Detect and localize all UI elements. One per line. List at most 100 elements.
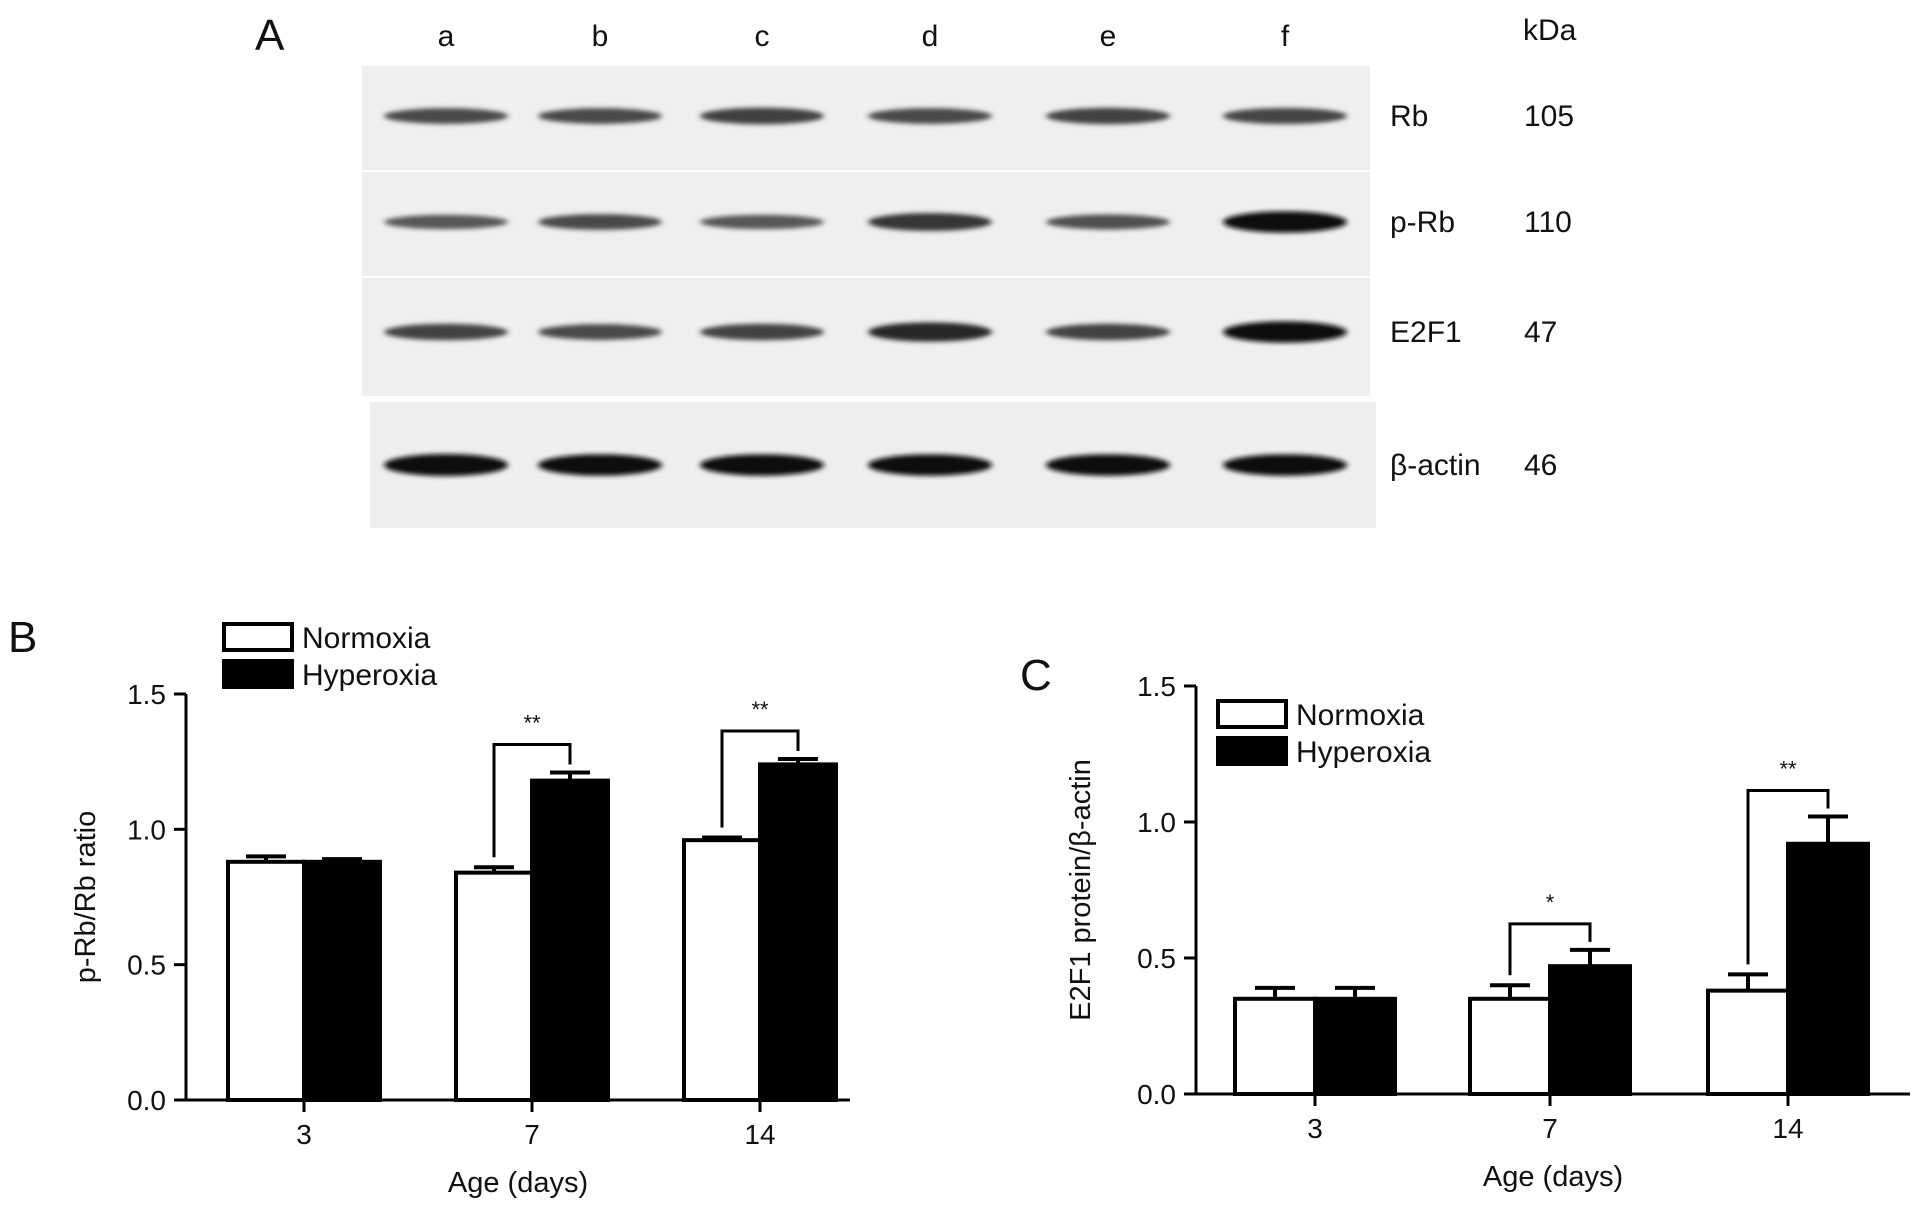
- blot-row-actin: β-actin 46: [370, 402, 1557, 528]
- band-e2f1-d: [868, 322, 992, 342]
- band-rb-d: [868, 108, 992, 124]
- x-tick-label: 7: [524, 1119, 540, 1150]
- x-axis-title: Age (days): [448, 1167, 588, 1199]
- band-actin-e: [1046, 454, 1170, 476]
- x-axis-title: Age (days): [1483, 1161, 1623, 1193]
- y-tick-label: 0.0: [127, 1085, 166, 1116]
- band-actin-c: [700, 454, 824, 476]
- band-p-rb-a: [384, 214, 508, 230]
- band-actin-d: [868, 454, 992, 476]
- significance-bracket: [1746, 789, 1830, 965]
- bar-normoxia-14: [682, 838, 762, 1102]
- blot-row-e2f1: E2F1 47: [362, 278, 1557, 396]
- kda-unit-label: kDa: [1523, 14, 1577, 47]
- protein-label-p-rb: p-Rb: [1390, 206, 1455, 239]
- kda-value-p-rb: 110: [1524, 206, 1572, 239]
- y-tick-label: 1.0: [1137, 807, 1176, 838]
- significance-bracket: [492, 742, 572, 858]
- western-blot-panel: A a b c d e f kDa Rb 105 p-Rb 110 E2F1 47 β-actin 46: [255, 11, 1577, 528]
- legend-label-hyperoxia: Hyperoxia: [1296, 736, 1431, 769]
- bar-normoxia-7: [454, 870, 534, 1103]
- lane-label-f: f: [1281, 20, 1290, 53]
- significance-label: **: [751, 697, 769, 722]
- band-p-rb-c: [700, 214, 824, 230]
- y-tick-label: 0.5: [1137, 943, 1176, 974]
- legend-label-hyperoxia: Hyperoxia: [302, 659, 437, 692]
- legend-swatch-normoxia: [1216, 699, 1288, 729]
- bar-hyperoxia-14: [1786, 841, 1870, 1097]
- x-tick-label: 7: [1542, 1113, 1558, 1144]
- significance-label: **: [1779, 757, 1797, 782]
- legend-swatch-hyperoxia: [222, 659, 294, 689]
- bar-chart-b: B 0.0 0.5 1.0 1.5 3 7 14 ** ** Age (days) p-Rb/Rb …: [8, 613, 850, 1199]
- band-e2f1-a: [384, 323, 508, 341]
- significance-label: **: [523, 710, 541, 735]
- lane-label-e: e: [1100, 20, 1117, 53]
- lane-label-d: d: [922, 20, 939, 53]
- bar-hyperoxia-7: [1548, 964, 1632, 1096]
- blot-row-rb: Rb 105: [362, 66, 1574, 170]
- y-tick-label: 0.0: [1137, 1079, 1176, 1110]
- band-e2f1-c: [700, 323, 824, 341]
- y-tick-label: 1.5: [1137, 671, 1176, 702]
- band-rb-f: [1223, 107, 1347, 125]
- panel-label-a: A: [255, 11, 285, 60]
- y-tick-label: 1.5: [127, 679, 166, 710]
- legend-label-normoxia: Normoxia: [302, 622, 431, 655]
- bar-hyperoxia-3: [302, 859, 382, 1103]
- lane-label-c: c: [755, 20, 770, 53]
- bar-chart-c: C 0.00.51.01.53 7 14***Age (days)E2F1 prot…: [1020, 651, 1910, 1193]
- protein-label-rb: Rb: [1390, 100, 1428, 133]
- panel-label-b: B: [8, 613, 37, 662]
- band-rb-c: [700, 107, 824, 125]
- band-e2f1-e: [1046, 323, 1170, 341]
- band-rb-b: [538, 108, 662, 124]
- band-e2f1-f: [1223, 321, 1347, 343]
- kda-value-rb: 105: [1524, 100, 1574, 133]
- protein-label-actin: β-actin: [1390, 449, 1481, 482]
- bar-normoxia-3: [226, 859, 306, 1103]
- band-p-rb-f: [1223, 211, 1347, 233]
- kda-value-e2f1: 47: [1524, 316, 1557, 349]
- band-p-rb-b: [538, 214, 662, 230]
- band-e2f1-b: [538, 324, 662, 340]
- y-axis-title: p-Rb/Rb ratio: [70, 811, 102, 983]
- bar-hyperoxia-14: [758, 762, 838, 1103]
- blot-strip-rb: [362, 66, 1370, 170]
- significance-bracket: [720, 729, 800, 828]
- legend-swatch-hyperoxia: [1216, 736, 1288, 766]
- lane-label-a: a: [438, 20, 455, 53]
- band-actin-a: [384, 454, 508, 476]
- protein-label-e2f1: E2F1: [1390, 316, 1462, 349]
- band-actin-f: [1223, 454, 1347, 476]
- significance-label: *: [1546, 890, 1555, 915]
- legend-label-normoxia: Normoxia: [1296, 699, 1425, 732]
- bar-hyperoxia-7: [530, 778, 610, 1102]
- panel-label-c: C: [1020, 651, 1052, 700]
- significance-bracket: [1508, 922, 1592, 976]
- band-rb-e: [1046, 107, 1170, 125]
- bar-normoxia-3: [1233, 996, 1317, 1096]
- x-tick-label: 3: [1307, 1113, 1323, 1144]
- legend-swatch-normoxia: [222, 622, 294, 652]
- band-rb-a: [384, 108, 508, 124]
- lane-label-b: b: [592, 20, 609, 53]
- lane-labels: a b c d e f: [438, 20, 1290, 53]
- x-tick-label: 14: [1772, 1113, 1803, 1144]
- band-p-rb-e: [1046, 214, 1170, 230]
- x-tick-label: 3: [296, 1119, 312, 1150]
- y-axis-title: E2F1 protein/β-actin: [1065, 759, 1097, 1021]
- bar-normoxia-14: [1706, 988, 1790, 1097]
- blot-row-p-rb: p-Rb 110: [362, 172, 1572, 276]
- x-tick-label: 14: [744, 1119, 775, 1150]
- kda-value-actin: 46: [1524, 449, 1557, 482]
- blot-strip-e2f1: [362, 278, 1370, 396]
- blot-rows: Rb 105 p-Rb 110 E2F1 47 β-actin 46: [362, 66, 1574, 528]
- blot-strip-p-rb: [362, 172, 1370, 276]
- bar-normoxia-7: [1468, 996, 1552, 1096]
- y-tick-label: 0.5: [127, 950, 166, 981]
- band-actin-b: [538, 454, 662, 476]
- bar-hyperoxia-3: [1313, 996, 1397, 1096]
- band-p-rb-d: [868, 213, 992, 231]
